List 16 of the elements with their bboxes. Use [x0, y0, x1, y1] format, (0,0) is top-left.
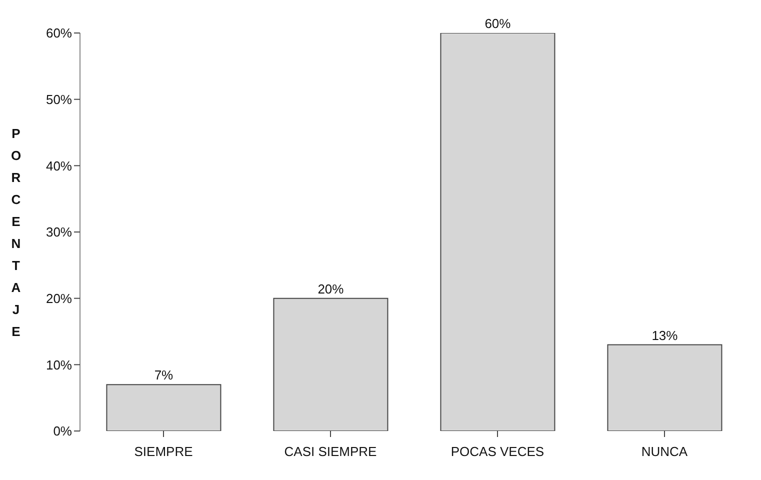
y-tick-label: 40%: [46, 158, 72, 174]
y-tick-label: 10%: [46, 357, 72, 372]
x-tick-label: CASI SIEMPRE: [284, 444, 378, 460]
data-label: 20%: [318, 281, 344, 296]
data-label: 13%: [652, 328, 678, 343]
data-label: 60%: [484, 16, 512, 31]
text: PORCENTAJE: [10, 126, 22, 339]
x-tick-label: POCAS VECES: [450, 444, 544, 460]
y-tick-label: 0%: [53, 424, 72, 439]
x-tick-label: SIEMPRE: [134, 444, 194, 460]
x-tick-label: NUNCA: [641, 444, 688, 460]
data-label: 7%: [154, 368, 174, 383]
y-tick-label: 20%: [46, 290, 72, 306]
y-tick-label: 50%: [46, 92, 72, 107]
y-tick-label: 60%: [46, 26, 72, 41]
y-tick-label: 30%: [46, 224, 72, 240]
